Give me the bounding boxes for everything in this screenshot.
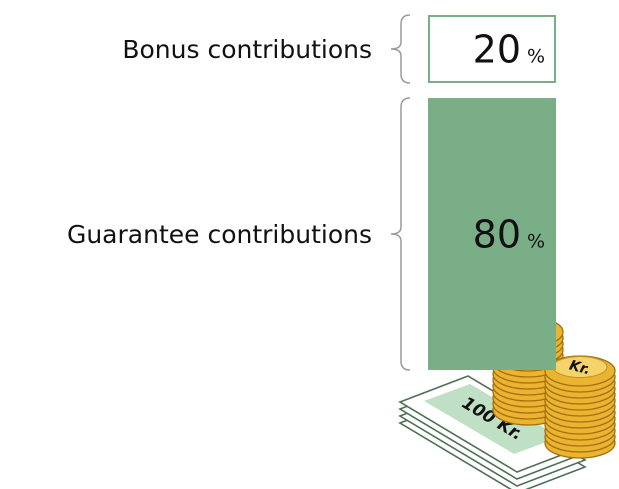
page: {"segments": [ {"label": "Bonus contribu…: [0, 0, 619, 489]
segment-label: Guarantee contributions: [67, 220, 372, 249]
diagram: 100 Kr.Kr.Kr. Bonus contributions20%Guar…: [0, 0, 619, 489]
segment-value: 80: [473, 213, 521, 257]
brace: [391, 98, 410, 370]
segment-unit: %: [527, 231, 545, 253]
segment-label: Bonus contributions: [122, 35, 372, 64]
brace: [391, 15, 410, 83]
segment-value: 20: [473, 28, 521, 72]
segment-unit: %: [527, 46, 545, 68]
